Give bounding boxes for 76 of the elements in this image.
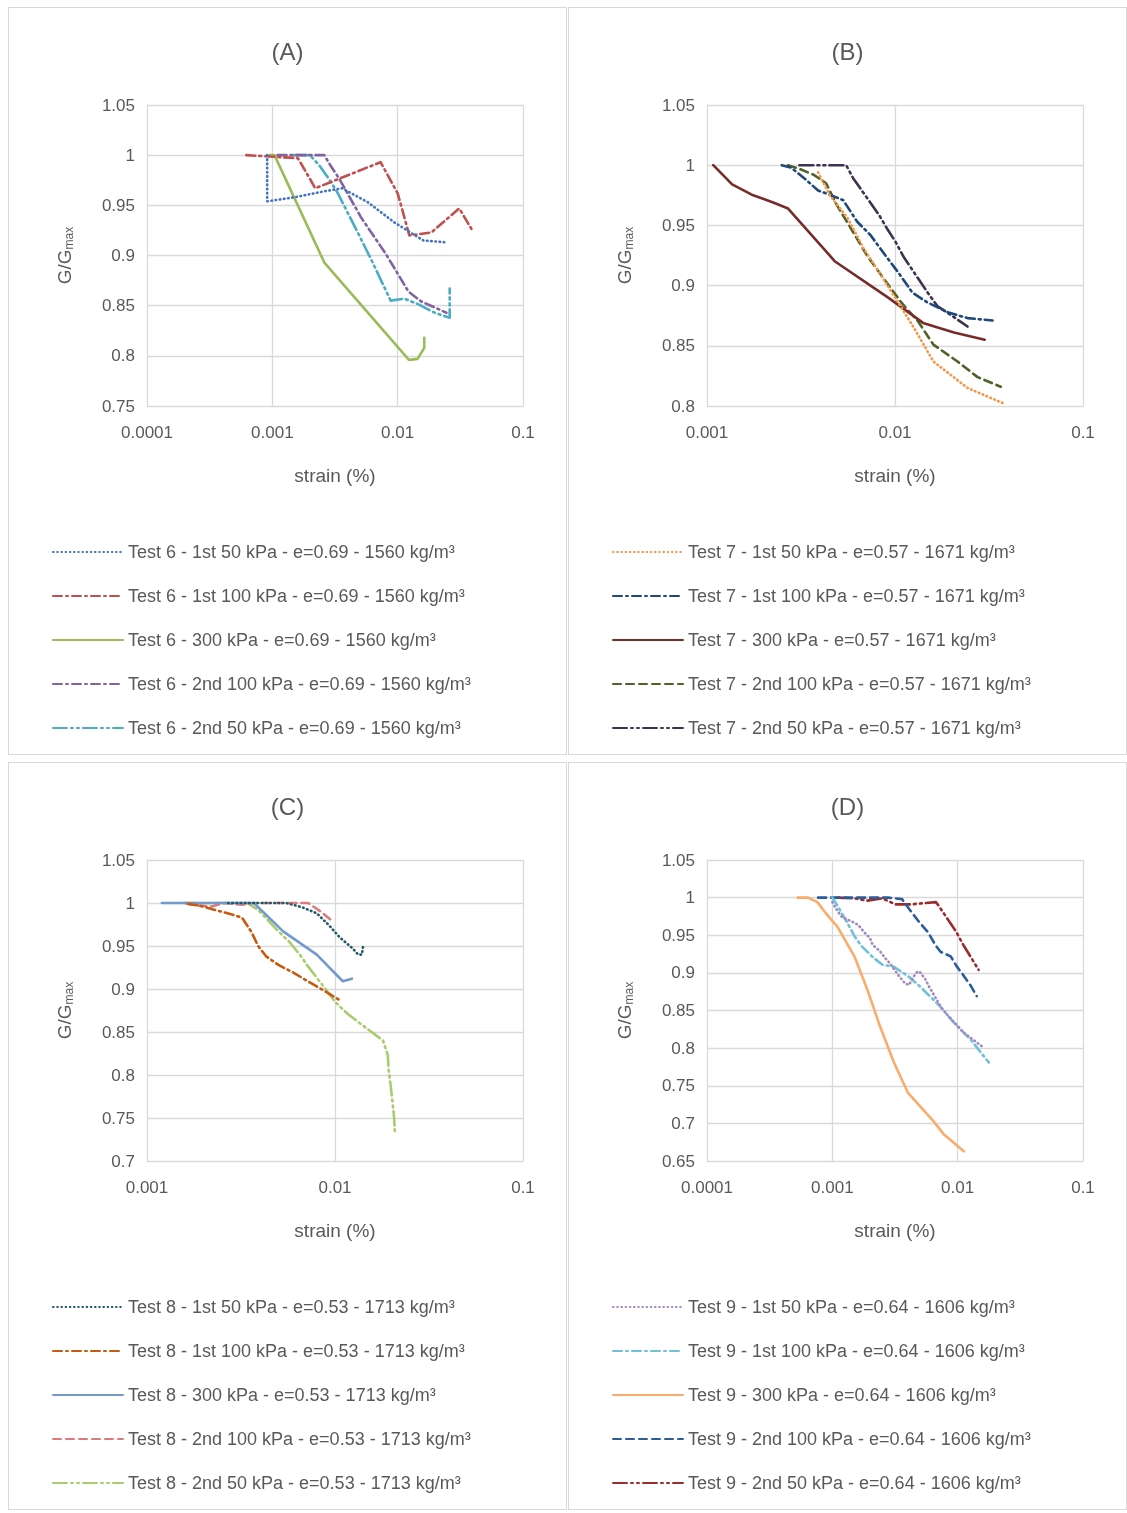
legend-label: Test 7 - 300 kPa - e=0.57 - 1671 kg/m³	[688, 630, 996, 650]
y-tick-label: 0.7	[111, 1151, 135, 1171]
legend-label: Test 9 - 1st 100 kPa - e=0.64 - 1606 kg/m³	[688, 1341, 1025, 1361]
y-tick-label: 0.9	[111, 246, 135, 265]
x-tick-label: 0.001	[251, 423, 294, 442]
y-tick-label: 1.05	[661, 850, 695, 870]
y-tick-label: 0.8	[671, 396, 695, 416]
y-tick-label: 0.8	[671, 1038, 695, 1058]
y-tick-label: 0.7	[671, 1113, 695, 1133]
y-tick-label: 0.85	[101, 1022, 135, 1042]
x-tick-label: 0.1	[511, 1178, 535, 1197]
y-tick-label: 1	[685, 155, 695, 175]
x-tick-label: 0.01	[878, 423, 912, 442]
y-tick-label: 0.9	[671, 276, 695, 296]
y-tick-label: 0.75	[101, 1108, 135, 1128]
y-tick-label: 0.65	[661, 1151, 695, 1171]
legend-label: Test 7 - 1st 50 kPa - e=0.57 - 1671 kg/m³	[688, 542, 1015, 562]
y-tick-label: 1	[125, 893, 135, 913]
y-tick-label: 0.95	[101, 936, 135, 956]
x-tick-label: 0.01	[381, 423, 415, 442]
legend-label: Test 8 - 2nd 100 kPa - e=0.53 - 1713 kg/m³	[128, 1429, 471, 1449]
legend-label: Test 8 - 2nd 50 kPa - e=0.53 - 1713 kg/m³	[128, 1473, 461, 1493]
legend-label: Test 8 - 1st 100 kPa - e=0.53 - 1713 kg/m³	[128, 1341, 465, 1361]
chart-title: (B)	[831, 37, 864, 65]
y-tick-label: 0.8	[111, 346, 135, 366]
x-axis-title: strain (%)	[854, 1220, 936, 1241]
x-tick-label: 0.0001	[121, 423, 173, 442]
legend-label: Test 9 - 1st 50 kPa - e=0.64 - 1606 kg/m³	[688, 1297, 1015, 1317]
y-tick-label: 1	[685, 888, 695, 908]
legend-label: Test 6 - 1st 50 kPa - e=0.69 - 1560 kg/m³	[128, 542, 455, 562]
y-tick-label: 1	[125, 145, 135, 165]
chart-title: (A)	[271, 37, 304, 65]
x-tick-label: 0.01	[941, 1178, 975, 1197]
y-axis-title: G/Gmax	[53, 981, 76, 1040]
y-axis-title: G/Gmax	[613, 226, 636, 285]
y-tick-label: 0.95	[661, 215, 695, 235]
y-tick-label: 1.05	[101, 95, 135, 115]
y-tick-label: 0.75	[661, 1076, 695, 1096]
x-tick-label: 0.0001	[681, 1178, 733, 1197]
legend-label: Test 6 - 300 kPa - e=0.69 - 1560 kg/m³	[128, 630, 436, 650]
y-tick-label: 0.85	[661, 1001, 695, 1020]
x-tick-label: 0.1	[1071, 423, 1095, 442]
x-tick-label: 0.1	[511, 423, 535, 442]
legend-label: Test 7 - 1st 100 kPa - e=0.57 - 1671 kg/m³	[688, 586, 1025, 606]
y-tick-label: 0.9	[671, 963, 695, 983]
chart-title: (D)	[830, 792, 865, 820]
x-tick-label: 0.001	[811, 1178, 854, 1197]
y-axis-title: G/Gmax	[53, 226, 76, 285]
y-tick-label: 0.9	[111, 979, 135, 999]
legend-label: Test 6 - 1st 100 kPa - e=0.69 - 1560 kg/m³	[128, 586, 465, 606]
x-tick-label: 0.1	[1071, 1178, 1095, 1197]
x-axis-title: strain (%)	[854, 465, 936, 486]
x-axis-title: strain (%)	[294, 1220, 376, 1241]
legend-label: Test 6 - 2nd 100 kPa - e=0.69 - 1560 kg/m³	[128, 674, 471, 694]
y-tick-label: 0.95	[101, 195, 135, 215]
y-tick-label: 0.85	[101, 296, 135, 316]
legend-label: Test 7 - 2nd 50 kPa - e=0.57 - 1671 kg/m³	[688, 718, 1021, 738]
y-tick-label: 0.75	[101, 396, 135, 416]
legend-label: Test 8 - 1st 50 kPa - e=0.53 - 1713 kg/m³	[128, 1297, 455, 1317]
chart-title: (C)	[270, 792, 305, 820]
y-tick-label: 0.85	[661, 336, 695, 356]
y-axis-title: G/Gmax	[613, 981, 636, 1040]
x-axis-title: strain (%)	[294, 465, 376, 486]
legend-label: Test 9 - 2nd 50 kPa - e=0.64 - 1606 kg/m³	[688, 1473, 1021, 1493]
legend-label: Test 9 - 2nd 100 kPa - e=0.64 - 1606 kg/m³	[688, 1429, 1031, 1449]
legend-label: Test 9 - 300 kPa - e=0.64 - 1606 kg/m³	[688, 1385, 996, 1405]
legend-label: Test 7 - 2nd 100 kPa - e=0.57 - 1671 kg/m³	[688, 674, 1031, 694]
legend-label: Test 6 - 2nd 50 kPa - e=0.69 - 1560 kg/m³	[128, 718, 461, 738]
x-tick-label: 0.001	[125, 1178, 169, 1197]
y-tick-label: 1.05	[101, 850, 135, 870]
y-tick-label: 0.8	[111, 1065, 135, 1085]
legend-label: Test 8 - 300 kPa - e=0.53 - 1713 kg/m³	[128, 1385, 436, 1405]
x-tick-label: 0.01	[318, 1178, 352, 1197]
y-tick-label: 0.95	[661, 925, 695, 945]
y-tick-label: 1.05	[661, 95, 695, 115]
x-tick-label: 0.001	[685, 423, 729, 442]
